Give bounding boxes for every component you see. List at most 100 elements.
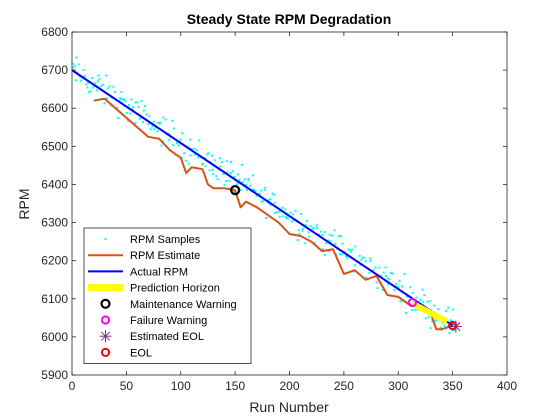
rpm-sample-point	[369, 257, 372, 260]
rpm-sample-point	[318, 233, 321, 236]
legend-label: Maintenance Warning	[130, 299, 237, 311]
rpm-sample-point	[240, 163, 243, 166]
rpm-sample-point	[197, 156, 200, 159]
rpm-sample-point	[206, 153, 209, 156]
rpm-sample-point	[301, 229, 304, 232]
rpm-sample-point	[201, 162, 204, 165]
rpm-sample-point	[137, 105, 140, 108]
rpm-sample-point	[130, 98, 133, 101]
rpm-sample-point	[378, 266, 381, 269]
rpm-sample-point	[226, 160, 229, 163]
rpm-sample-point	[233, 175, 236, 178]
rpm-sample-point	[82, 69, 85, 72]
rpm-sample-point	[321, 247, 324, 250]
rpm-sample-point	[226, 171, 229, 174]
legend-entry-horizon: Prediction Horizon	[88, 283, 220, 295]
rpm-sample-point	[147, 122, 150, 125]
rpm-sample-point	[433, 319, 436, 322]
rpm-sample-point	[220, 161, 223, 164]
legend-box	[83, 227, 252, 365]
legend-swatch-samples	[104, 238, 107, 240]
rpm-sample-point	[304, 242, 307, 245]
rpm-sample-point	[364, 260, 367, 263]
y-tick-label: 6000	[41, 330, 68, 344]
rpm-sample-point	[83, 75, 86, 78]
rpm-sample-point	[323, 231, 326, 234]
rpm-sample-point	[86, 86, 89, 89]
rpm-sample-point	[264, 217, 267, 220]
rpm-sample-point	[243, 178, 246, 181]
rpm-sample-point	[213, 159, 216, 162]
rpm-sample-point	[202, 163, 205, 166]
rpm-sample-point	[316, 226, 319, 229]
rpm-sample-point	[423, 294, 426, 297]
rpm-sample-point	[284, 208, 287, 211]
rpm-sample-point	[244, 184, 247, 187]
y-tick-label: 6800	[41, 25, 68, 39]
rpm-sample-point	[419, 298, 422, 301]
rpm-sample-point	[105, 74, 108, 77]
rpm-sample-point	[247, 177, 250, 180]
rpm-sample-point	[331, 234, 334, 237]
rpm-sample-point	[102, 83, 105, 86]
rpm-sample-point	[313, 241, 316, 244]
rpm-sample-point	[421, 301, 424, 304]
legend-label: RPM Estimate	[130, 250, 200, 262]
rpm-sample-point	[263, 188, 266, 191]
rpm-sample-point	[189, 138, 192, 141]
rpm-sample-point	[187, 162, 190, 165]
x-axis-label: Run Number	[249, 399, 329, 415]
rpm-sample-point	[106, 97, 109, 100]
x-tick-label: 300	[388, 379, 408, 393]
rpm-sample-point	[397, 286, 400, 289]
rpm-sample-point	[239, 188, 242, 191]
rpm-sample-point	[260, 200, 263, 203]
rpm-sample-point	[233, 190, 236, 193]
rpm-sample-point	[399, 300, 402, 303]
rpm-sample-point	[349, 250, 352, 253]
rpm-sample-point	[361, 256, 364, 259]
y-tick-label: 6500	[41, 139, 68, 153]
rpm-sample-point	[212, 173, 215, 176]
rpm-sample-point	[247, 179, 250, 182]
rpm-sample-point	[179, 138, 182, 141]
rpm-sample-point	[426, 300, 429, 303]
rpm-sample-point	[411, 308, 414, 311]
rpm-sample-point	[98, 78, 101, 81]
rpm-sample-point	[424, 317, 427, 320]
x-tick-label: 400	[497, 379, 517, 393]
rpm-sample-point	[320, 230, 323, 233]
rpm-sample-point	[134, 121, 137, 124]
rpm-sample-point	[452, 322, 455, 325]
rpm-sample-point	[389, 271, 392, 274]
rpm-sample-point	[448, 331, 451, 334]
rpm-sample-point	[151, 125, 154, 128]
rpm-sample-point	[386, 277, 389, 280]
rpm-sample-point	[96, 80, 99, 83]
rpm-sample-point	[117, 117, 120, 120]
rpm-sample-point	[168, 139, 171, 142]
rpm-sample-point	[433, 304, 436, 307]
rpm-sample-point	[380, 274, 383, 277]
rpm-sample-point	[358, 254, 361, 257]
rpm-sample-point	[246, 188, 249, 191]
rpm-sample-point	[74, 79, 77, 82]
y-axis-label: RPM	[16, 188, 32, 219]
rpm-sample-point	[374, 266, 377, 269]
rpm-sample-point	[327, 250, 330, 253]
rpm-sample-point	[275, 211, 278, 214]
rpm-sample-point	[415, 296, 418, 299]
rpm-sample-point	[129, 112, 132, 115]
rpm-sample-point	[414, 308, 417, 311]
rpm-sample-point	[405, 295, 408, 298]
rpm-sample-point	[334, 242, 337, 245]
rpm-sample-point	[447, 306, 450, 309]
legend-label: Estimated EOL	[130, 331, 204, 343]
rpm-sample-point	[277, 210, 280, 213]
rpm-sample-point	[439, 326, 442, 329]
rpm-sample-point	[337, 235, 340, 238]
rpm-sample-point	[339, 235, 342, 238]
rpm-sample-point	[362, 256, 365, 259]
rpm-sample-point	[292, 213, 295, 216]
x-tick-label: 350	[443, 379, 463, 393]
